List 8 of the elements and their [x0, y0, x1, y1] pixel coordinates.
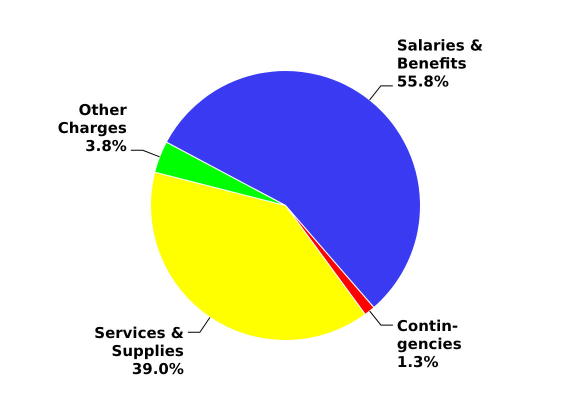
slice-label: Other Charges	[58, 101, 128, 138]
slice-label: Contin-gencies	[396, 317, 462, 353]
slice-label: Salaries & Benefits	[396, 36, 483, 73]
data-label: 55.8%	[396, 72, 449, 91]
data-label: 39.0%	[132, 360, 184, 378]
data-label: 1.3%	[396, 353, 439, 371]
slice-label: Services & Supplies	[94, 324, 184, 360]
data-label: 3.8%	[85, 137, 127, 156]
